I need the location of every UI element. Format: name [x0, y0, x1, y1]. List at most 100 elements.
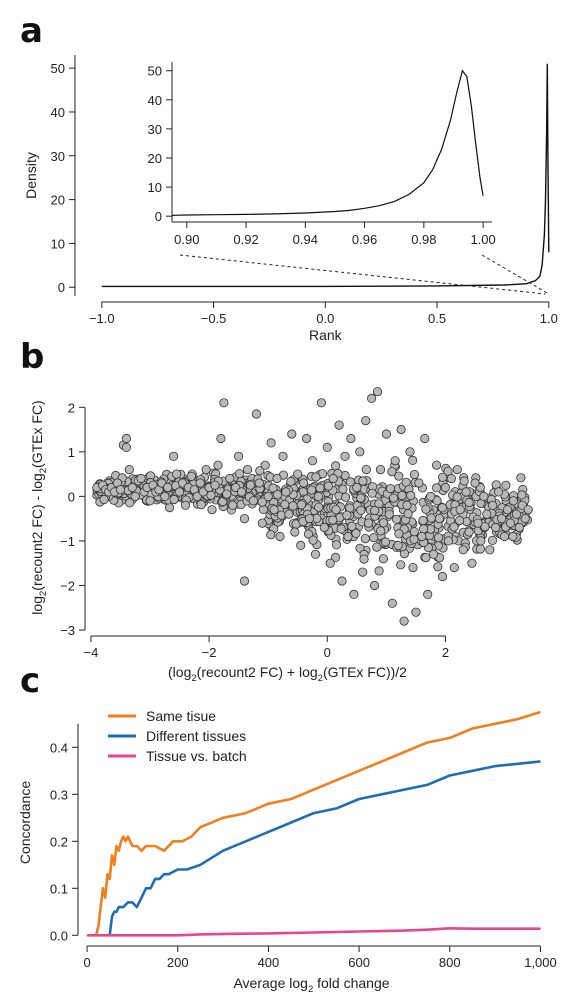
scatter-point — [160, 491, 170, 501]
scatter-point — [343, 531, 353, 542]
scatter-point — [125, 498, 135, 508]
scatter-point — [496, 513, 507, 524]
scatter-point — [239, 513, 250, 524]
inset-x-tick-label: 0.98 — [411, 232, 436, 247]
scatter-point — [169, 494, 179, 505]
scatter-point — [346, 433, 356, 444]
panel-a-letter: a — [20, 11, 43, 51]
scatter-point — [380, 537, 391, 547]
scatter-point — [286, 476, 296, 486]
scatter-point — [464, 497, 474, 508]
scatter-point — [351, 528, 361, 538]
scatter-point — [358, 476, 368, 486]
scatter-point — [275, 531, 285, 542]
scatter-point — [331, 540, 342, 550]
label-part: log — [29, 596, 45, 615]
y-axis-label: Concordance — [17, 781, 33, 864]
subscript: 2 — [38, 468, 49, 473]
scatter-point — [219, 398, 229, 408]
scatter-point — [338, 484, 348, 494]
scatter-point — [239, 576, 250, 586]
y-tick-label: 0.3 — [50, 787, 68, 802]
scatter-point — [216, 433, 226, 444]
scatter-point — [303, 529, 314, 539]
scatter-point — [234, 451, 244, 461]
y-axis-label: Density — [23, 152, 39, 199]
scatter-point — [459, 476, 469, 486]
scatter-point — [301, 433, 312, 444]
scatter-point — [409, 469, 420, 480]
y-axis-label: log2(recount2 FC) - log2(GTEx FC) — [29, 400, 49, 614]
scatter-point — [449, 562, 459, 573]
inset-y-tick-label: 50 — [148, 64, 162, 79]
inset-y-tick-label: 20 — [148, 151, 162, 166]
scatter-point — [378, 554, 388, 564]
scatter-point — [195, 478, 205, 488]
scatter-point — [331, 505, 341, 515]
scatter-point — [479, 491, 489, 501]
x-tick-label: 1.0 — [540, 311, 558, 326]
scatter-point — [234, 469, 245, 479]
scatter-point — [381, 429, 391, 439]
scatter-point — [356, 493, 366, 503]
label-part: fold change — [313, 975, 389, 991]
scatter-point — [349, 589, 359, 600]
inset-y-tick-label: 30 — [148, 122, 162, 137]
scatter-point — [475, 544, 485, 554]
scatter-point — [388, 493, 399, 503]
legend-label: Same tisue — [146, 708, 216, 724]
scatter-point — [316, 398, 326, 408]
scatter-point — [487, 535, 498, 546]
scatter-point — [293, 469, 303, 479]
scatter-point — [369, 532, 379, 543]
scatter-point — [268, 483, 278, 493]
inset-x-tick-label: 0.96 — [352, 232, 377, 247]
x-axis-label: Average log2 fold change — [233, 975, 389, 995]
inset-y-tick-label: 0 — [155, 209, 162, 224]
scatter-point — [387, 598, 397, 608]
scatter-point — [499, 531, 510, 542]
scatter-point — [207, 505, 217, 515]
scatter-point — [298, 478, 309, 488]
scatter-point — [272, 473, 282, 484]
scatter-point — [431, 483, 442, 493]
scatter-point — [196, 500, 206, 510]
scatter-point — [399, 616, 409, 626]
x-tick-label: 400 — [258, 955, 280, 970]
label-part: Average log — [233, 975, 307, 991]
scatter-point — [385, 483, 396, 494]
scatter-point — [440, 482, 451, 493]
scatter-point — [516, 473, 526, 483]
panel-c: c 0 200 400 600 800 1,000 0.0 0.1 0.2 0.3 0.4 Same … — [17, 661, 557, 995]
scatter-point — [245, 480, 256, 490]
scatter-point — [461, 487, 471, 497]
zoom-line-right — [481, 254, 550, 295]
scatter-point — [311, 472, 321, 482]
scatter-point — [409, 527, 419, 537]
scatter-point — [485, 545, 495, 555]
scatter-point — [470, 478, 480, 488]
scatter-point — [180, 500, 191, 510]
scatter-point — [433, 533, 444, 543]
scatter-point — [367, 488, 377, 498]
subscript: 2 — [38, 591, 49, 596]
scatter-point — [508, 531, 518, 542]
scatter-point — [330, 552, 341, 563]
scatter-point — [418, 515, 428, 526]
scatter-point — [402, 500, 412, 510]
scatter-point — [406, 490, 416, 501]
scatter-point — [121, 433, 132, 444]
scatter-point — [337, 576, 347, 586]
scatter-point — [260, 460, 270, 470]
scatter-point — [369, 580, 380, 591]
scatter-point — [278, 451, 288, 461]
scatter-point — [434, 513, 445, 524]
scatter-point — [169, 451, 179, 461]
scatter-point — [403, 509, 413, 519]
scatter-point — [276, 510, 286, 520]
scatter-point — [347, 521, 357, 531]
scatter-point — [248, 496, 258, 506]
scatter-point — [493, 487, 504, 497]
scatter-point — [325, 558, 335, 568]
scatter-point — [360, 533, 370, 544]
